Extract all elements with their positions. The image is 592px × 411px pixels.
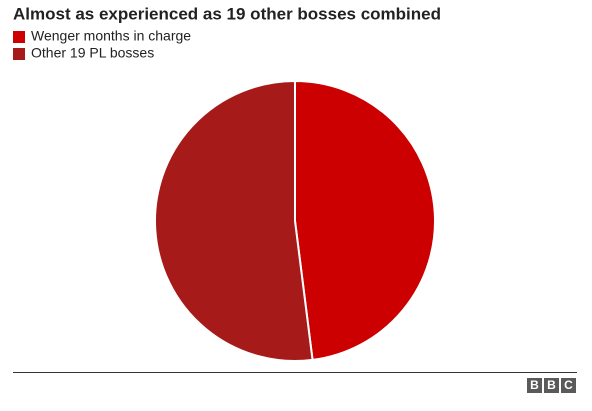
legend-label: Other 19 PL bosses: [31, 45, 154, 61]
pie-slice: [154, 79, 314, 362]
pie-slice: [294, 79, 436, 362]
legend-swatch: [13, 48, 25, 60]
logo-box: [561, 378, 576, 393]
logo-box: [544, 378, 559, 393]
legend-label: Wenger months in charge: [31, 28, 191, 44]
logo-letter: C: [564, 378, 573, 392]
legend-swatch: [13, 31, 25, 43]
logo-letter: B: [547, 378, 556, 392]
chart-title: Almost as experienced as 19 other bosses…: [13, 4, 441, 23]
logo-box: [527, 378, 542, 393]
logo-letter: B: [530, 378, 539, 392]
